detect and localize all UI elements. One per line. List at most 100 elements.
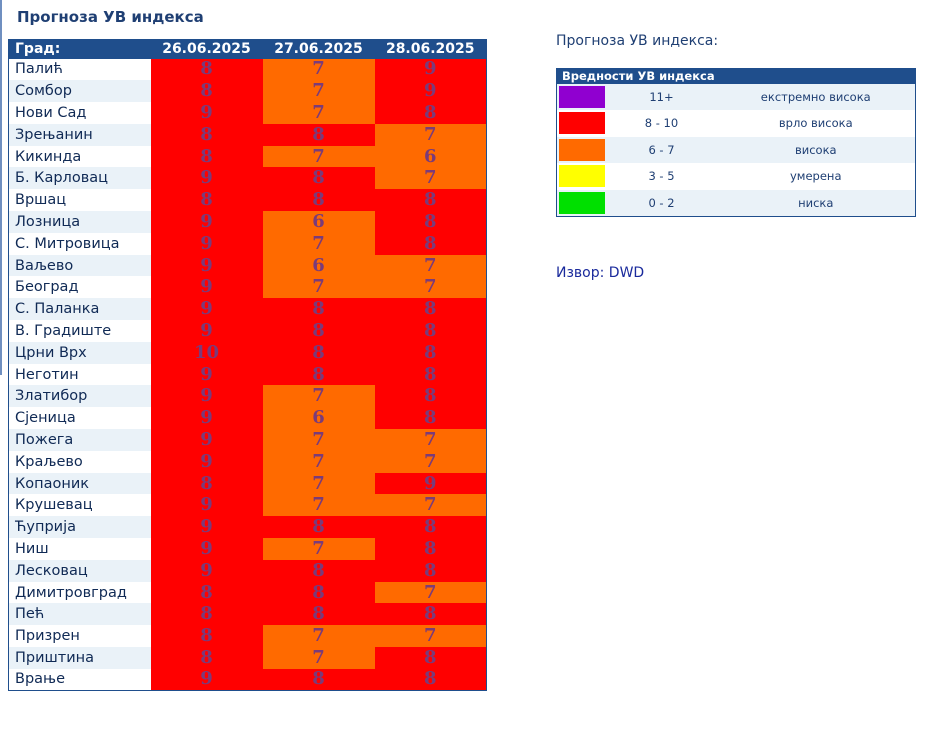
uv-value-cell: 8: [374, 516, 487, 539]
uv-value-cell: 8: [262, 559, 375, 582]
uv-forecast-table: Град: 26.06.2025 27.06.2025 28.06.2025 П…: [8, 39, 487, 692]
uv-value-cell: 7: [374, 167, 487, 190]
city-name: Копаоник: [8, 472, 151, 495]
uv-value-cell: 9: [150, 298, 263, 321]
table-row: Краљево 9 7 7: [8, 450, 487, 473]
uv-value-cell: 6: [374, 145, 487, 168]
city-name: Димитровград: [8, 581, 151, 604]
uv-value-cell: 8: [262, 603, 375, 626]
uv-value-cell: 9: [150, 320, 263, 342]
uv-value-cell: 8: [262, 189, 375, 212]
uv-value-cell: 8: [374, 298, 487, 321]
uv-value-cell: 8: [374, 559, 487, 582]
uv-table-body: Палић 8 7 9 Сомбор 8 7 9 Нови Сад 9 7 8 Зрењанин 8 8 7 К…: [8, 58, 487, 691]
city-name: Пећ: [8, 603, 151, 626]
table-row: Приштина 8 7 8: [8, 647, 487, 669]
uv-value-cell: 9: [150, 167, 263, 190]
date-column-header: 28.06.2025: [374, 39, 487, 59]
city-name: Лозница: [8, 211, 151, 233]
uv-value-cell: 7: [262, 232, 375, 255]
city-name: Призрен: [8, 625, 151, 648]
legend-color-swatch: [559, 112, 605, 135]
city-name: Златибор: [8, 385, 151, 408]
table-row: Призрен 8 7 7: [8, 625, 487, 648]
uv-value-cell: 7: [374, 429, 487, 451]
city-name: Б. Карловац: [8, 167, 151, 190]
uv-value-cell: 7: [374, 494, 487, 517]
table-header-row: Град: 26.06.2025 27.06.2025 28.06.2025: [8, 39, 487, 59]
table-row: Палић 8 7 9: [8, 58, 487, 81]
uv-value-cell: 8: [374, 211, 487, 233]
uv-value-cell: 8: [374, 232, 487, 255]
table-row: Неготин 9 8 8: [8, 363, 487, 386]
uv-value-cell: 8: [374, 385, 487, 408]
table-row: Црни Врх 10 8 8: [8, 341, 487, 364]
uv-value-cell: 8: [150, 123, 263, 146]
city-name: Ћуприја: [8, 516, 151, 539]
uv-value-cell: 8: [150, 625, 263, 648]
legend-range: 6 - 7: [606, 136, 717, 163]
uv-value-cell: 8: [262, 167, 375, 190]
legend-range: 0 - 2: [606, 189, 717, 216]
uv-value-cell: 8: [374, 407, 487, 430]
legend-body: 11+ екстремно висока 8 - 10 врло висока 6 - …: [556, 83, 916, 216]
uv-value-cell: 9: [374, 58, 487, 81]
uv-value-cell: 9: [150, 254, 263, 277]
city-name: Црни Врх: [8, 341, 151, 364]
city-name: Сјеница: [8, 407, 151, 430]
city-name: С. Митровица: [8, 232, 151, 255]
city-name: Зрењанин: [8, 123, 151, 146]
table-row: Сјеница 9 6 8: [8, 407, 487, 430]
uv-value-cell: 10: [150, 341, 263, 364]
table-row: Пећ 8 8 8: [8, 603, 487, 626]
uv-value-cell: 8: [374, 341, 487, 364]
legend-color-swatch: [559, 138, 605, 161]
legend-color-swatch: [559, 191, 605, 214]
table-row: Нови Сад 9 7 8: [8, 102, 487, 124]
uv-value-cell: 9: [150, 385, 263, 408]
uv-legend-table: Вредности УВ индекса 11+ екстремно висока…: [556, 68, 917, 217]
table-row: Лесковац 9 8 8: [8, 559, 487, 582]
legend-range: 3 - 5: [606, 163, 717, 190]
city-name: Ваљево: [8, 254, 151, 277]
uv-value-cell: 9: [150, 559, 263, 582]
table-row: С. Паланка 9 8 8: [8, 298, 487, 321]
uv-value-cell: 9: [150, 102, 263, 124]
uv-value-cell: 8: [262, 516, 375, 539]
uv-value-cell: 9: [150, 211, 263, 233]
uv-value-cell: 8: [374, 363, 487, 386]
city-name: Крушевац: [8, 494, 151, 517]
uv-value-cell: 7: [262, 58, 375, 81]
city-name: Пожега: [8, 429, 151, 451]
uv-value-cell: 8: [150, 647, 263, 669]
legend-swatch-cell: [556, 136, 607, 163]
uv-value-cell: 9: [150, 668, 263, 691]
legend-header-row: Вредности УВ индекса: [556, 68, 916, 84]
legend-row: 6 - 7 висока: [556, 136, 916, 163]
table-row: Копаоник 8 7 9: [8, 472, 487, 495]
city-name: Приштина: [8, 647, 151, 669]
uv-value-cell: 7: [262, 494, 375, 517]
city-name: Ниш: [8, 538, 151, 560]
uv-value-cell: 7: [262, 538, 375, 560]
uv-value-cell: 8: [374, 320, 487, 342]
table-row: Ниш 9 7 8: [8, 538, 487, 560]
city-name: Краљево: [8, 450, 151, 473]
table-row: Златибор 9 7 8: [8, 385, 487, 408]
uv-value-cell: 9: [150, 538, 263, 560]
uv-value-cell: 8: [262, 668, 375, 691]
uv-value-cell: 7: [374, 625, 487, 648]
uv-value-cell: 8: [150, 581, 263, 604]
table-row: Лозница 9 6 8: [8, 211, 487, 233]
legend-label: умерена: [716, 163, 916, 190]
uv-value-cell: 7: [262, 450, 375, 473]
city-name: Београд: [8, 276, 151, 299]
uv-value-cell: 8: [262, 320, 375, 342]
uv-value-cell: 9: [150, 407, 263, 430]
uv-value-cell: 8: [374, 189, 487, 212]
uv-value-cell: 7: [262, 625, 375, 648]
legend-label: врло висока: [716, 110, 916, 137]
legend-label: ниска: [716, 189, 916, 216]
uv-value-cell: 7: [262, 80, 375, 103]
uv-value-cell: 9: [374, 472, 487, 495]
